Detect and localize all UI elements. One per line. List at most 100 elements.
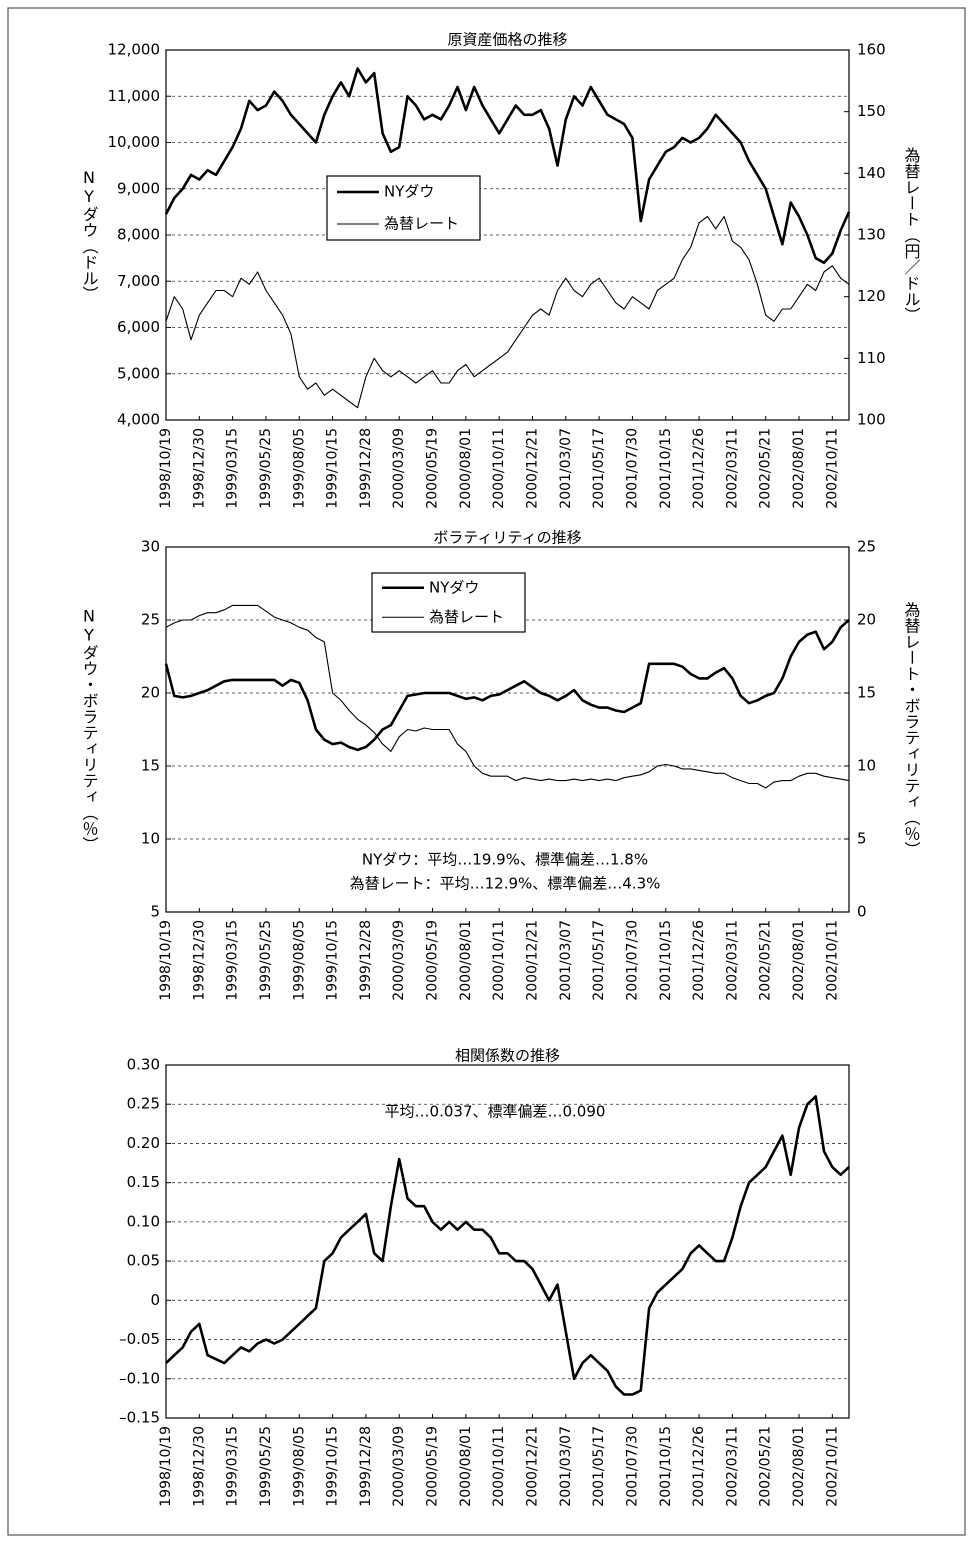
x-tick-label: 2000/08/01 [458, 428, 474, 509]
y-axis-label: NYダウ（ドル） [80, 168, 99, 302]
x-tick-label: 2001/05/17 [591, 428, 607, 509]
y-tick-label: 0.20 [127, 1134, 160, 1152]
x-tick-label: 1999/03/15 [225, 1426, 241, 1507]
y2-tick-label: 110 [857, 349, 886, 367]
plot-border [165, 49, 850, 421]
x-tick-label: 1999/10/15 [325, 920, 341, 1001]
y-tick-label: 0.10 [127, 1212, 160, 1230]
x-tick-label: 1999/08/05 [291, 1426, 307, 1507]
x-tick-label: 2002/10/11 [824, 428, 840, 509]
y2-tick-label: 100 [857, 411, 886, 429]
y2-tick-label: 0 [857, 903, 867, 921]
series-line [165, 215, 850, 409]
y2-tick-label: 160 [857, 41, 886, 59]
y2-tick-label: 10 [857, 757, 876, 775]
annotation: 為替レート：平均…12.9%、標準偏差…4.3% [350, 875, 661, 893]
x-tick-label: 2002/10/11 [824, 1426, 840, 1507]
legend-box [371, 572, 526, 633]
y-tick-label: 6,000 [117, 318, 160, 336]
x-tick-label: 2002/03/11 [724, 428, 740, 509]
x-tick-label: 2002/10/11 [824, 920, 840, 1001]
series-line [164, 619, 850, 752]
plot-border [165, 546, 850, 913]
x-tick-label: 1999/03/15 [225, 920, 241, 1001]
x-tick-label: 2002/03/11 [724, 1426, 740, 1507]
y-tick-label: 0.30 [127, 1056, 160, 1074]
x-tick-label: 2000/03/09 [391, 920, 407, 1001]
y-tick-label: 0 [150, 1291, 160, 1309]
y-tick-label: 9,000 [117, 179, 160, 197]
x-tick-label: 1998/12/30 [191, 428, 207, 509]
y-tick-label: 0.15 [127, 1173, 160, 1191]
x-tick-label: 1999/05/25 [258, 1426, 274, 1507]
y-tick-label: 30 [141, 538, 160, 556]
x-tick-label: 2000/12/21 [524, 1426, 540, 1507]
series-line [164, 67, 851, 265]
y2-tick-label: 5 [857, 830, 867, 848]
x-tick-label: 1998/12/30 [191, 1426, 207, 1507]
x-tick-label: 2001/12/26 [691, 428, 707, 509]
series-line [165, 604, 850, 789]
x-tick-label: 2001/10/15 [658, 1426, 674, 1507]
y2-axis-label: 為替レート（円／ドル） [902, 147, 921, 323]
annotation: NYダウ：平均…19.9%、標準偏差…1.8% [362, 851, 648, 869]
y2-tick-label: 130 [857, 226, 886, 244]
x-tick-label: 1999/03/15 [225, 428, 241, 509]
x-tick-label: 2000/05/19 [425, 920, 441, 1001]
y-tick-label: –0.05 [119, 1330, 160, 1348]
x-tick-label: 1999/05/25 [258, 920, 274, 1001]
y-tick-label: 0.05 [127, 1252, 160, 1270]
x-tick-label: 2002/08/01 [791, 920, 807, 1001]
frame [7, 7, 966, 1536]
x-tick-label: 2001/05/17 [591, 920, 607, 1001]
x-tick-label: 2001/12/26 [691, 920, 707, 1001]
x-tick-label: 1999/05/25 [258, 428, 274, 509]
x-tick-label: 2002/08/01 [791, 1426, 807, 1507]
chart-title: ボラティリティの推移 [433, 529, 581, 547]
x-tick-label: 2002/08/01 [791, 428, 807, 509]
y-tick-label: 10 [141, 830, 160, 848]
x-tick-label: 2002/03/11 [724, 920, 740, 1001]
x-tick-label: 2000/05/19 [425, 428, 441, 509]
legend-box [326, 175, 481, 241]
x-tick-label: 2000/03/09 [391, 428, 407, 509]
x-tick-label: 2000/08/01 [458, 920, 474, 1001]
y-tick-label: –0.15 [119, 1409, 160, 1427]
x-tick-label: 1999/12/28 [358, 1426, 374, 1507]
y-axis-label: NYダウ・ボラティリティ（％） [80, 607, 99, 853]
y-tick-label: 11,000 [108, 87, 161, 105]
x-tick-label: 2001/07/30 [624, 920, 640, 1001]
plot-border [165, 1064, 850, 1419]
legend-label: 為替レート [384, 215, 459, 233]
x-tick-label: 1999/10/15 [325, 1426, 341, 1507]
y-tick-label: 20 [141, 684, 160, 702]
y-tick-label: –0.10 [119, 1369, 160, 1387]
x-tick-label: 2000/03/09 [391, 1426, 407, 1507]
x-tick-label: 2000/12/21 [524, 428, 540, 509]
x-tick-label: 2001/07/30 [624, 1426, 640, 1507]
y2-tick-label: 150 [857, 102, 886, 120]
y2-tick-label: 15 [857, 684, 876, 702]
chart-title: 原資産価格の推移 [447, 31, 567, 49]
y-tick-label: 8,000 [117, 226, 160, 244]
y2-tick-label: 140 [857, 164, 886, 182]
y2-tick-label: 20 [857, 611, 876, 629]
legend-label: NYダウ [384, 183, 434, 201]
legend-label: NYダウ [429, 578, 479, 596]
legend-label: 為替レート [429, 608, 504, 626]
x-tick-label: 1999/08/05 [291, 428, 307, 509]
x-tick-label: 2001/03/07 [558, 1426, 574, 1507]
y-tick-label: 4,000 [117, 411, 160, 429]
x-tick-label: 1998/12/30 [191, 920, 207, 1001]
y2-tick-label: 25 [857, 538, 876, 556]
x-tick-label: 1998/10/19 [158, 428, 174, 509]
y2-tick-label: 120 [857, 287, 886, 305]
y2-axis-label: 為替レート・ボラティリティ（％） [902, 602, 921, 858]
x-tick-label: 2000/10/11 [491, 920, 507, 1001]
x-tick-label: 1998/10/19 [158, 920, 174, 1001]
y-tick-label: 0.25 [127, 1095, 160, 1113]
x-tick-label: 1998/10/19 [158, 1426, 174, 1507]
x-tick-label: 2002/05/21 [758, 428, 774, 509]
y-tick-label: 12,000 [108, 41, 161, 59]
x-tick-label: 2001/12/26 [691, 1426, 707, 1507]
